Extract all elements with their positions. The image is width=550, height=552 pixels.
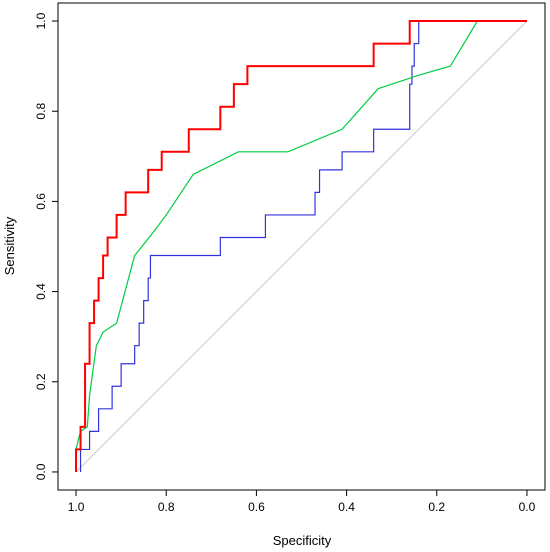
x-tick-label: 0.4 bbox=[338, 500, 355, 514]
y-tick-label: 0.8 bbox=[34, 103, 48, 120]
x-tick-label: 0.6 bbox=[248, 500, 265, 514]
y-tick-label: 0.6 bbox=[34, 193, 48, 210]
y-axis-label: Sensitivity bbox=[2, 216, 17, 275]
roc-curve-3 bbox=[79, 20, 527, 472]
reference-diagonal bbox=[75, 20, 528, 473]
roc-curve-1 bbox=[75, 20, 527, 472]
x-tick-label: 0.0 bbox=[519, 500, 536, 514]
roc-curve-2 bbox=[75, 20, 527, 450]
y-tick-label: 0.4 bbox=[34, 283, 48, 300]
y-tick-label: 1.0 bbox=[34, 12, 48, 29]
y-tick-label: 0.2 bbox=[34, 373, 48, 390]
x-tick-label: 0.2 bbox=[428, 500, 445, 514]
y-tick-label: 0.0 bbox=[34, 463, 48, 480]
x-axis-label: Specificity bbox=[273, 533, 332, 548]
x-tick-label: 1.0 bbox=[68, 500, 85, 514]
plot-frame bbox=[57, 2, 546, 491]
x-tick-label: 0.8 bbox=[158, 500, 175, 514]
